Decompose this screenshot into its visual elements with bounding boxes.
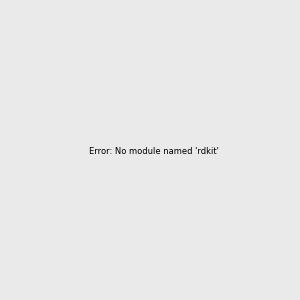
Text: Error: No module named 'rdkit': Error: No module named 'rdkit' — [89, 147, 219, 156]
